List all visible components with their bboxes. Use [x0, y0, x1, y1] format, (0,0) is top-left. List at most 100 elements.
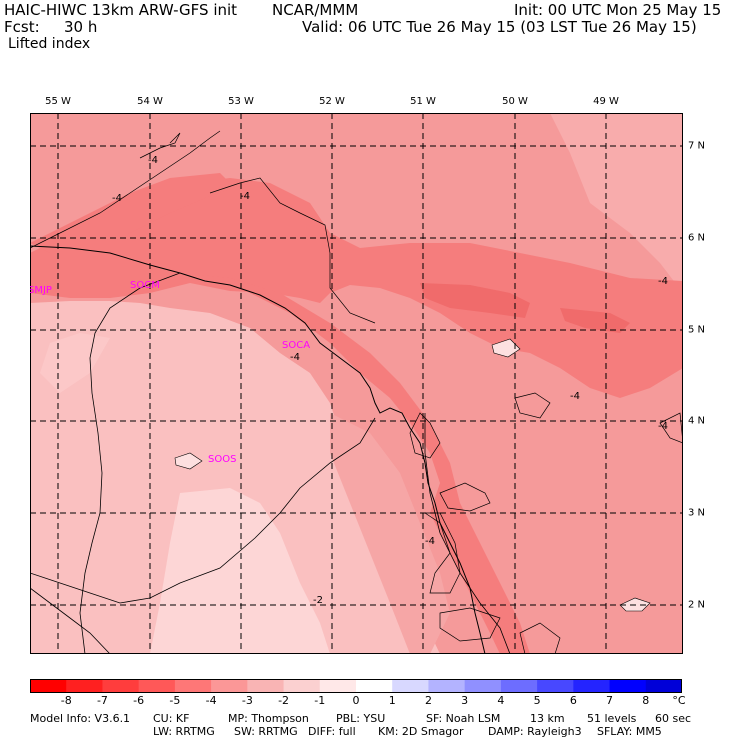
model-title: HAIC-HIWC 13km ARW-GFS init: [4, 1, 238, 19]
vertical-levels: 51 levels: [587, 712, 637, 725]
shade-region: [150, 488, 330, 654]
colorbar-cell: [247, 679, 285, 693]
shortwave-scheme: SW: RRTMG: [234, 725, 298, 738]
contour-line: [439, 607, 501, 642]
lat-label: 6 N: [688, 232, 706, 244]
station-label: SOOS: [208, 454, 236, 465]
valid-time: Valid: 06 UTC Tue 26 May 15 (03 LST Tue …: [302, 18, 697, 36]
contour-label: -4: [658, 421, 668, 432]
longwave-scheme: LW: RRTMG: [153, 725, 215, 738]
forecast-hour: 30 h: [64, 18, 98, 36]
contour-line: [659, 412, 683, 444]
lat-label: 2 N: [688, 599, 706, 611]
surface-scheme: SF: Noah LSM: [426, 712, 501, 725]
colorbar-tick-label: -8: [60, 694, 72, 707]
contour-label: -4: [425, 536, 435, 547]
contour-label: -4: [148, 155, 158, 166]
shade-region: [180, 273, 530, 654]
country-border: [30, 587, 111, 654]
colorbar-tick-label: 4: [497, 694, 505, 707]
lon-label: 51 W: [410, 96, 436, 107]
shade-region: [30, 178, 683, 398]
colorbar-tick-label: -7: [96, 694, 108, 707]
shade-region: [420, 283, 530, 318]
km-setting: KM: 2D Smagor: [378, 725, 464, 738]
colorbar-tick-label: 3: [461, 694, 469, 707]
lat-label: 7 N: [688, 140, 706, 152]
colorbar-tick-label: 0: [352, 694, 360, 707]
contour-line: [423, 512, 461, 594]
pbl-scheme: PBL: YSU: [336, 712, 386, 725]
colorbar: [30, 679, 682, 693]
contour-label: -4: [240, 191, 250, 202]
lifted-index-map: -4 -4 -4 -4 -4 -4 -4 -4 -2 SMJP SOCM SOC…: [30, 113, 683, 654]
colorbar-tick-label: 7: [606, 694, 614, 707]
contour-line: [439, 482, 491, 512]
colorbar-tick-label: 2: [424, 694, 432, 707]
station-label: SMJP: [30, 285, 52, 296]
contour-label: -4: [290, 352, 300, 363]
surface-layer-scheme: SFLAY: MM5: [597, 725, 662, 738]
contour-line: [209, 177, 376, 324]
contour-label: -4: [570, 391, 580, 402]
model-version: Model Info: V3.6.1: [30, 712, 131, 725]
contour-line: [30, 130, 221, 249]
country-border: [30, 417, 376, 604]
land-region: [30, 301, 440, 654]
time-step: 60 sec: [655, 712, 692, 725]
colorbar-cell: [464, 679, 502, 693]
colorbar-unit: °C: [672, 694, 686, 707]
coastline: [30, 245, 486, 654]
colorbar-tick-label: -5: [169, 694, 181, 707]
colorbar-cell: [66, 679, 103, 693]
colorbar-cell: [609, 679, 647, 693]
lon-label: 52 W: [319, 96, 345, 107]
shade-region: [560, 308, 630, 333]
lat-lon-grid: [30, 113, 683, 654]
lon-label: 53 W: [228, 96, 254, 107]
shade-region: [174, 452, 203, 470]
cumulus-scheme: CU: KF: [153, 712, 190, 725]
colorbar-cell: [645, 679, 682, 693]
colorbar-cell: [573, 679, 611, 693]
lat-label: 5 N: [688, 324, 706, 336]
colorbar-cell: [138, 679, 176, 693]
init-time: Init: 00 UTC Mon 25 May 15: [514, 1, 722, 19]
station-label: SOCA: [282, 340, 310, 351]
lon-label: 55 W: [45, 96, 71, 107]
lon-label: 54 W: [137, 96, 163, 107]
contour-label: -4: [658, 276, 668, 287]
colorbar-cell: [500, 679, 538, 693]
colorbar-cell: [211, 679, 248, 693]
map-frame: [30, 113, 683, 654]
shade-region: [491, 338, 521, 358]
colorbar-tick-label: 8: [642, 694, 650, 707]
colorbar-cell: [283, 679, 321, 693]
microphysics-scheme: MP: Thompson: [228, 712, 309, 725]
colorbar-tick-label: 6: [569, 694, 577, 707]
contour-label: -4: [112, 193, 122, 204]
colorbar-cell: [392, 679, 429, 693]
lat-label: 3 N: [688, 507, 706, 519]
colorbar-cell: [537, 679, 574, 693]
colorbar-tick-label: -2: [278, 694, 290, 707]
colorbar-tick-label: 5: [533, 694, 541, 707]
lat-label: 4 N: [688, 415, 706, 427]
organization: NCAR/MMM: [272, 1, 359, 19]
contour-line: [519, 622, 561, 654]
country-border: [79, 272, 181, 654]
colorbar-cell: [319, 679, 357, 693]
colorbar-tick-label: -3: [241, 694, 253, 707]
shade-region: [30, 173, 235, 253]
shade-region: [550, 113, 683, 293]
colorbar-cell: [30, 679, 67, 693]
forecast-label: Fcst:: [4, 18, 40, 36]
grid-spacing: 13 km: [530, 712, 565, 725]
shade-region: [330, 413, 450, 654]
damping-setting: DAMP: Rayleigh3: [488, 725, 582, 738]
field-name: Lifted index: [8, 36, 91, 52]
colorbar-tick-label: 1: [388, 694, 396, 707]
lon-label: 50 W: [502, 96, 528, 107]
colorbar-tick-label: -4: [205, 694, 217, 707]
contour-line: [514, 392, 551, 419]
